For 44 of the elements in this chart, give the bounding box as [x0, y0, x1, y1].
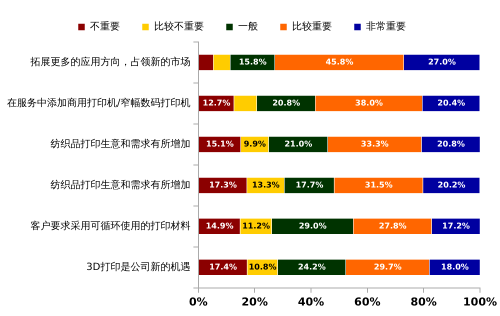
data-label: 38.0%: [355, 98, 383, 108]
data-label: 27.0%: [428, 58, 456, 67]
data-label: 10.8%: [248, 262, 276, 272]
legend-label: 非常重要: [366, 20, 406, 33]
data-label: 33.3%: [360, 139, 389, 148]
data-label: 15.8%: [238, 58, 267, 67]
x-tick-label: 60%: [354, 295, 381, 308]
y-tick-label: 在服务中添加商用打印机/窄幅数码打印机: [6, 97, 190, 110]
data-label: 20.8%: [437, 139, 465, 148]
y-tick-label: 纺织品打印生意和需求有所增加: [50, 178, 190, 191]
y-tick-label: 3D打印是公司新的机遇: [86, 260, 190, 273]
data-label: 20.4%: [437, 98, 466, 108]
legend-label: 一般: [238, 22, 258, 33]
data-label: 14.9%: [206, 221, 234, 230]
x-tick-label: 0%: [189, 295, 208, 308]
data-label: 29.7%: [374, 262, 402, 272]
data-label: 27.8%: [378, 221, 407, 230]
y-tick-label: 客户要求采用可循环使用的打印材料: [30, 220, 190, 232]
data-label: 20.2%: [438, 180, 466, 190]
data-label: 15.1%: [206, 139, 234, 148]
data-label: 17.4%: [209, 262, 238, 272]
x-tick-label: 80%: [410, 295, 437, 308]
data-label: 31.5%: [364, 180, 393, 190]
data-label: 17.3%: [209, 180, 237, 190]
data-label: 11.2%: [242, 221, 270, 230]
data-label: 17.2%: [442, 221, 470, 230]
data-label: 18.0%: [441, 262, 469, 272]
x-tick-label: 100%: [463, 295, 497, 308]
data-label: 9.9%: [244, 139, 266, 148]
x-tick-label: 40%: [298, 295, 324, 308]
data-label: 29.0%: [298, 221, 327, 230]
legend-label: 比较重要: [292, 20, 332, 33]
data-label: 21.0%: [284, 139, 312, 148]
data-label: 20.8%: [272, 98, 300, 108]
data-label: 12.7%: [202, 98, 230, 108]
data-label: 17.7%: [296, 180, 324, 190]
legend-label: 比较不重要: [154, 20, 204, 33]
data-label: 13.3%: [252, 180, 280, 190]
data-label: 24.2%: [298, 262, 326, 272]
y-tick-label: 纺织品打印生意和需求有所增加: [50, 138, 190, 150]
legend-label: 不重要: [90, 20, 120, 33]
y-tick-label: 拓展更多的应用方向，占领新的市场: [29, 56, 190, 68]
x-tick-label: 20%: [242, 295, 268, 308]
data-label: 45.8%: [326, 58, 354, 67]
